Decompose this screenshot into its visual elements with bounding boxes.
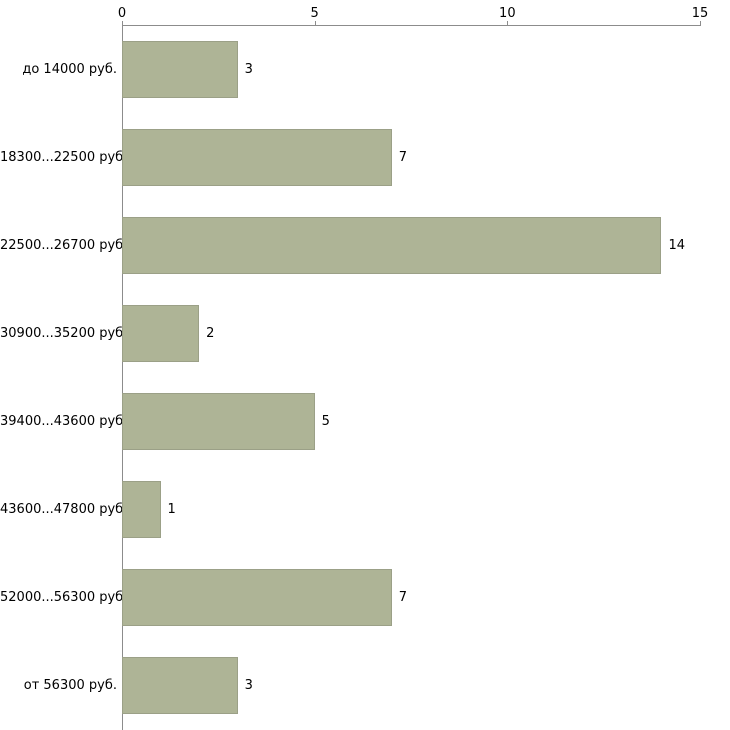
category-label: от 56300 руб. [23, 678, 117, 694]
bar [122, 128, 392, 186]
bar [122, 304, 200, 362]
value-label: 3 [244, 678, 253, 694]
value-label: 1 [167, 502, 176, 518]
bars-area: до 14000 руб. 3 18300...22500 руб. 7 22500..… [0, 25, 730, 730]
y-axis-line [122, 25, 123, 730]
value-label: 14 [668, 237, 685, 253]
bar-track: 14 [122, 201, 730, 289]
chart-row: 30900...35200 руб. 2 [0, 289, 730, 377]
x-axis-tick-label: 0 [117, 6, 127, 21]
bar-track: 3 [122, 25, 730, 113]
bar-track: 2 [122, 289, 730, 377]
x-axis-tick-mark [700, 21, 701, 25]
chart-row: 22500...26700 руб. 14 [0, 201, 730, 289]
bar-track: 1 [122, 466, 730, 554]
value-label: 2 [206, 325, 215, 341]
bar [122, 569, 392, 627]
value-label: 7 [398, 149, 407, 165]
bar [122, 481, 161, 539]
value-label: 3 [244, 61, 253, 77]
chart-row: 18300...22500 руб. 7 [0, 113, 730, 201]
bar [122, 216, 662, 274]
value-label: 7 [398, 590, 407, 606]
x-axis-tick-label: 5 [310, 6, 319, 21]
bar-track: 3 [122, 642, 730, 730]
category-label: до 14000 руб. [22, 61, 117, 77]
bar [122, 393, 315, 451]
chart-row: до 14000 руб. 3 [0, 25, 730, 113]
chart-row: от 56300 руб. 3 [0, 642, 730, 730]
chart-row: 52000...56300 руб. 7 [0, 554, 730, 642]
x-axis-line [122, 25, 701, 26]
category-label: 18300...22500 руб. [0, 149, 128, 165]
x-axis-tick-mark [314, 21, 316, 25]
category-label: 30900...35200 руб. [0, 325, 128, 341]
x-axis-tick-mark [507, 21, 509, 25]
x-axis-tick-mark [122, 21, 123, 25]
bar [122, 657, 238, 715]
value-label: 5 [321, 414, 330, 430]
bar [122, 40, 238, 98]
bar-track: 5 [122, 378, 730, 466]
category-label: 39400...43600 руб. [0, 414, 128, 430]
category-label: 22500...26700 руб. [0, 237, 128, 253]
category-label: 52000...56300 руб. [0, 590, 128, 606]
x-axis-tick-label: 15 [691, 6, 709, 21]
bar-track: 7 [122, 113, 730, 201]
chart-row: 39400...43600 руб. 5 [0, 378, 730, 466]
chart-row: 43600...47800 руб. 1 [0, 466, 730, 554]
bar-track: 7 [122, 554, 730, 642]
category-label: 43600...47800 руб. [0, 502, 128, 518]
x-axis-tick-label: 10 [499, 6, 516, 21]
